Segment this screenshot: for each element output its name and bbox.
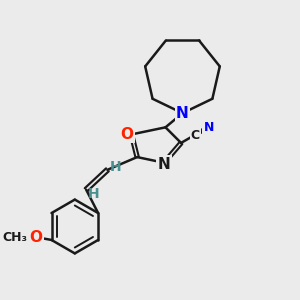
Text: O: O <box>121 127 134 142</box>
Text: N: N <box>158 157 170 172</box>
Text: H: H <box>110 160 122 174</box>
Text: CH₃: CH₃ <box>2 231 27 244</box>
Text: O: O <box>29 230 42 244</box>
Text: N: N <box>203 121 214 134</box>
Text: H: H <box>87 187 99 201</box>
Text: C: C <box>190 129 200 142</box>
Text: N: N <box>176 106 189 121</box>
